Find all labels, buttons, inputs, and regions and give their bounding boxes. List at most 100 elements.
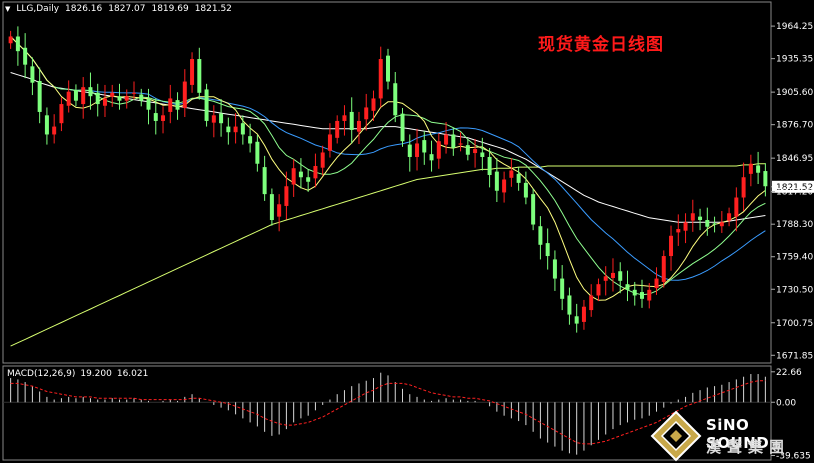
candle-bull [277, 204, 282, 217]
macd-tick-label: -39.635 [776, 452, 811, 462]
candle-bull [356, 120, 361, 132]
candle-bull [436, 141, 441, 159]
price-panel-frame [2, 1, 772, 364]
candle-bull [676, 229, 681, 233]
macd-label: MACD(12,26,9) 19.200 16.021 [7, 369, 153, 379]
candle-bull [603, 276, 608, 281]
candle-bear [516, 173, 521, 183]
candle-bull [690, 213, 695, 221]
ma-yellow-line [10, 36, 766, 301]
candle-bear [219, 113, 224, 124]
price-tick-label: 1700.75 [776, 319, 813, 329]
candle-bear [349, 111, 354, 130]
low-value: 1819.69 [151, 4, 189, 14]
candle-bear [146, 98, 151, 110]
candle-bull [610, 272, 615, 279]
candle-bull [52, 126, 57, 135]
macd-value-2: 16.021 [116, 369, 149, 379]
candle-bull [124, 96, 129, 101]
candle-bull [509, 170, 514, 178]
candle-bull [161, 115, 166, 121]
ma-green-line [10, 36, 766, 296]
candle-bear [386, 55, 390, 82]
candle-bull [719, 222, 724, 227]
candle-bull [342, 115, 347, 121]
ma-blue-line [10, 36, 766, 281]
candle-bear [139, 94, 144, 101]
candle-bear [451, 134, 456, 148]
candle-bull [661, 256, 666, 282]
candle-bull [190, 59, 195, 85]
candle-bull [211, 115, 216, 123]
candle-bear [538, 226, 543, 245]
candle-bear [618, 271, 623, 281]
candle-bear [698, 216, 703, 221]
candle-bear [407, 144, 412, 157]
candle-bear [632, 289, 637, 296]
candle-bull [734, 197, 739, 217]
candle-bear [494, 171, 499, 191]
candle-bull [132, 92, 136, 94]
candle-bear [393, 83, 398, 116]
candle-bear [560, 278, 565, 299]
candle-bear [763, 171, 768, 187]
candle-bear [15, 36, 20, 52]
ma-white-line [10, 72, 766, 223]
candle-bear [269, 194, 274, 221]
candle-bear [197, 59, 202, 93]
ohlc-header: ▼ LLG,Daily 1826.16 1827.07 1819.69 1821.52 [5, 4, 238, 14]
candle-bear [552, 259, 557, 279]
candle-bear [117, 96, 122, 101]
candle-bear [625, 284, 630, 290]
candle-bear [400, 113, 405, 142]
macd-signal-line [10, 380, 766, 445]
candle-bear [640, 292, 644, 299]
candle-bear [95, 92, 100, 105]
candle-bull [81, 87, 86, 105]
candle-bear [306, 177, 311, 182]
candle-bull [182, 81, 187, 109]
candle-bull [110, 92, 115, 97]
last-price-box [772, 180, 814, 193]
candle-bear [429, 154, 434, 161]
logo-text-zh: 漢聲集團 [706, 438, 791, 456]
price-tick-label: 1821.52 [776, 183, 813, 193]
candle-bear [705, 220, 710, 227]
candle-bear [30, 66, 35, 83]
candle-bear [175, 100, 180, 110]
candle-bear [88, 87, 93, 97]
candle-bull [102, 98, 107, 106]
macd-panel-frame [2, 365, 772, 461]
ma-long-line [10, 163, 766, 347]
candle-bear [240, 123, 245, 135]
candle-bull [589, 295, 594, 311]
candle-bull [415, 143, 420, 157]
high-value: 1827.07 [108, 4, 146, 14]
candle-bull [683, 222, 688, 231]
candle-bear [465, 145, 470, 155]
open-value: 1826.16 [65, 4, 103, 14]
candle-bear [262, 167, 267, 195]
candle-bull [233, 126, 238, 133]
macd-name: MACD(12,26,9) [7, 369, 76, 379]
price-tick-label: 1671.85 [776, 351, 813, 361]
candle-bull [59, 104, 64, 124]
candle-bear [574, 316, 579, 324]
candle-bull [335, 120, 340, 138]
candle-bull [654, 278, 659, 289]
candle-bull [378, 59, 383, 99]
candle-bull [669, 235, 674, 257]
candle-bear [153, 113, 158, 121]
candle-bull [327, 134, 332, 151]
candle-bear [298, 171, 303, 178]
price-tick-label: 1846.95 [776, 154, 813, 164]
candle-bull [647, 289, 652, 301]
candle-bear [44, 115, 49, 135]
price-tick-label: 1730.50 [776, 285, 813, 295]
macd-tick-label: 22.66 [776, 368, 802, 378]
candle-bull [444, 134, 449, 145]
candle-bear [567, 295, 572, 315]
candle-bear [37, 80, 42, 112]
